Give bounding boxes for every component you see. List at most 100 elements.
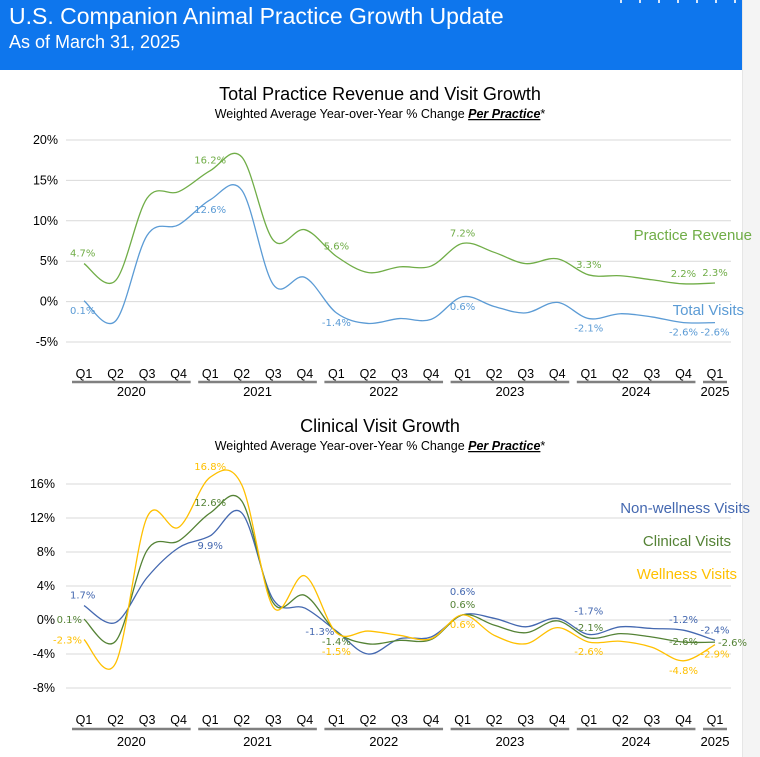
data-label: -2.1% (574, 324, 603, 335)
data-label: 7.2% (450, 228, 475, 239)
tick-mark (696, 0, 698, 3)
y-tick-label: 0% (37, 613, 55, 627)
data-label: 16.8% (194, 462, 226, 473)
data-label: 2.2% (671, 269, 696, 280)
tick-mark (620, 0, 622, 3)
x-tick-label: Q3 (517, 367, 534, 381)
data-label: -1.3% (305, 627, 334, 638)
tick-mark (677, 0, 679, 3)
x-tick-label: Q4 (297, 713, 314, 727)
subtitle-emphasis: Per Practice (468, 107, 540, 121)
x-tick-label: Q3 (265, 367, 282, 381)
data-label: -1.4% (322, 637, 351, 648)
y-tick-label: 15% (33, 173, 58, 187)
data-label: 16.2% (194, 156, 226, 167)
legend-label-clinical-visits: Clinical Visits (643, 533, 731, 550)
y-tick-label: 12% (30, 511, 55, 525)
series-lines (83, 469, 716, 670)
year-label: 2021 (243, 734, 272, 749)
year-label: 2025 (701, 384, 730, 399)
x-tick-label: Q1 (454, 367, 471, 381)
data-label: 4.7% (70, 249, 95, 260)
x-tick-label: Q4 (675, 713, 692, 727)
x-tick-label: Q2 (107, 713, 124, 727)
chart-title: Clinical Visit Growth (300, 416, 460, 436)
data-label: -1.4% (322, 318, 351, 329)
data-label: 0.1% (57, 615, 82, 626)
tick-mark (639, 0, 641, 3)
data-label: -2.6% (669, 328, 698, 339)
x-tick-label: Q3 (265, 713, 282, 727)
data-label: -2.9% (700, 650, 729, 661)
x-tick-label: Q4 (423, 367, 440, 381)
x-tick-label: Q1 (76, 713, 93, 727)
header-tick-marks (620, 0, 736, 3)
x-tick-label: Q4 (549, 713, 566, 727)
data-label: 0.6% (450, 302, 475, 313)
legend-label-total-visits: Total Visits (673, 302, 744, 319)
report-title: U.S. Companion Animal Practice Growth Up… (9, 3, 504, 29)
data-label: -1.5% (322, 647, 351, 658)
chart-title: Total Practice Revenue and Visit Growth (219, 84, 541, 104)
data-label: 1.7% (70, 591, 95, 602)
data-label: 9.9% (197, 541, 222, 552)
y-tick-label: 20% (33, 133, 58, 147)
tick-mark (715, 0, 717, 3)
legend-label-non-wellness-visits: Non-wellness Visits (620, 500, 750, 517)
y-tick-label: 8% (37, 545, 55, 559)
year-label: 2022 (369, 734, 398, 749)
x-tick-label: Q1 (707, 713, 724, 727)
data-label: 12.6% (194, 498, 226, 509)
x-tick-label: Q3 (391, 713, 408, 727)
data-label: -2.6% (574, 647, 603, 658)
data-label: -2.6% (669, 637, 698, 648)
y-tick-label: 5% (40, 254, 58, 268)
series-lines (83, 152, 716, 325)
clinical-visit-chart: Clinical Visit Growth Weighted Average Y… (30, 416, 750, 749)
year-label: 2025 (701, 734, 730, 749)
x-tick-label: Q2 (360, 713, 377, 727)
chart-subtitle: Weighted Average Year-over-Year % Change… (215, 439, 546, 453)
tick-mark (734, 0, 736, 3)
data-label: 3.3% (576, 260, 601, 271)
year-label: 2020 (117, 384, 146, 399)
x-tick-label: Q3 (644, 367, 661, 381)
x-tick-label: Q3 (517, 713, 534, 727)
data-label: 0.6% (450, 620, 475, 631)
x-tick-label: Q3 (391, 367, 408, 381)
x-axis: Q1 Q2 Q3 Q4 Q1 Q2 Q3 Q4 Q1 Q2 Q3 Q4 Q1 Q2 Q3 Q4 Q1 Q2 Q3 Q4… (72, 367, 729, 399)
data-label: 5.6% (324, 241, 349, 252)
series-line-total-visits (83, 184, 716, 325)
y-tick-label: 10% (33, 214, 58, 228)
y-tick-label: 16% (30, 477, 55, 491)
series-line-practice-revenue (83, 152, 716, 285)
tick-mark (658, 0, 660, 3)
y-axis: 20% 15% 10% 5% 0% -5% (33, 133, 58, 349)
y-tick-label: 0% (40, 295, 58, 309)
data-label: 2.3% (702, 268, 727, 279)
subtitle-prefix: Weighted Average Year-over-Year % Change (215, 439, 468, 453)
gridlines (66, 139, 731, 343)
data-label: -1.7% (574, 606, 603, 617)
year-label: 2024 (622, 384, 651, 399)
x-tick-label: Q1 (76, 367, 93, 381)
x-tick-label: Q1 (328, 713, 345, 727)
data-label: -1.2% (669, 615, 698, 626)
x-tick-label: Q3 (644, 713, 661, 727)
series-line-non-wellness-visits (83, 509, 716, 655)
x-tick-label: Q3 (139, 713, 156, 727)
x-tick-label: Q2 (486, 367, 503, 381)
scrollbar[interactable] (742, 0, 760, 757)
legend-label-practice-revenue: Practice Revenue (634, 227, 752, 244)
x-tick-label: Q1 (202, 367, 219, 381)
data-label: -2.1% (574, 623, 603, 634)
data-label: -2.3% (53, 636, 82, 647)
subtitle-emphasis: Per Practice (468, 439, 540, 453)
x-tick-label: Q2 (233, 367, 250, 381)
data-label: 0.6% (450, 600, 475, 611)
x-tick-label: Q1 (580, 367, 597, 381)
data-label: 0.1% (70, 306, 95, 317)
y-tick-label: -8% (33, 681, 55, 695)
legend-label-wellness-visits: Wellness Visits (637, 566, 737, 583)
y-tick-label: -5% (36, 335, 58, 349)
